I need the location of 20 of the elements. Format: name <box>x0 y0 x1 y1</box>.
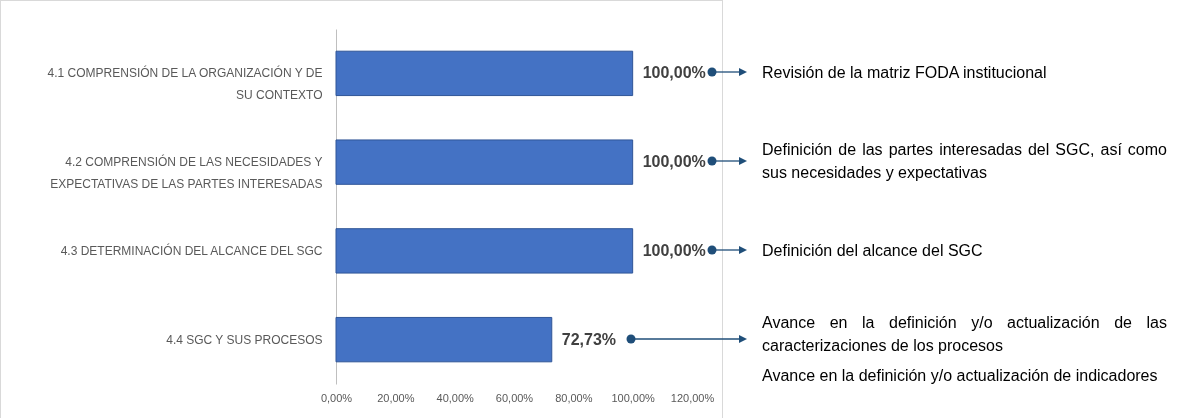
data-label: 100,00% <box>642 64 706 82</box>
data-label: 100,00% <box>642 153 706 171</box>
data-label: 72,73% <box>561 330 617 348</box>
text: Definición del alcance del SGC <box>762 240 984 261</box>
y-tick-label: 4.2 COMPRENSIÓN DE LAS NECESIDADES Y EXPECTATIVAS DE LAS PARTES INTERESADAS <box>50 154 323 192</box>
x-tick-label: 60,00% <box>495 391 534 404</box>
y-tick-label: 4.4 SGC Y SUS PROCESOS <box>166 332 323 347</box>
text: Definición de las partes interesadas del SGC, así como sus necesidades y expectativas <box>762 140 1167 184</box>
y-tick-label: 4.3 DETERMINACIÓN DEL ALCANCE DEL SGC <box>60 242 323 258</box>
x-tick-label: 20,00% <box>377 391 415 404</box>
text: Avance en la definición y/o actualización de indicadores <box>762 365 1159 386</box>
text: Revisión de la matriz FODA institucional <box>762 62 1048 83</box>
x-tick-label: 100,00% <box>611 391 656 404</box>
x-tick-label: 80,00% <box>555 391 593 404</box>
text: Avance en la definición y/o actualización de las caracterizaciones de los procesos <box>762 312 1167 356</box>
data-label: 100,00% <box>642 241 706 259</box>
x-tick-label: 40,00% <box>436 391 475 404</box>
y-tick-label: 4.1 COMPRENSIÓN DE LA ORGANIZACIÓN Y DE SU CONTEXTO <box>47 65 323 103</box>
x-tick-label: 0,00% <box>320 391 353 404</box>
x-tick-label: 120,00% <box>670 391 715 404</box>
